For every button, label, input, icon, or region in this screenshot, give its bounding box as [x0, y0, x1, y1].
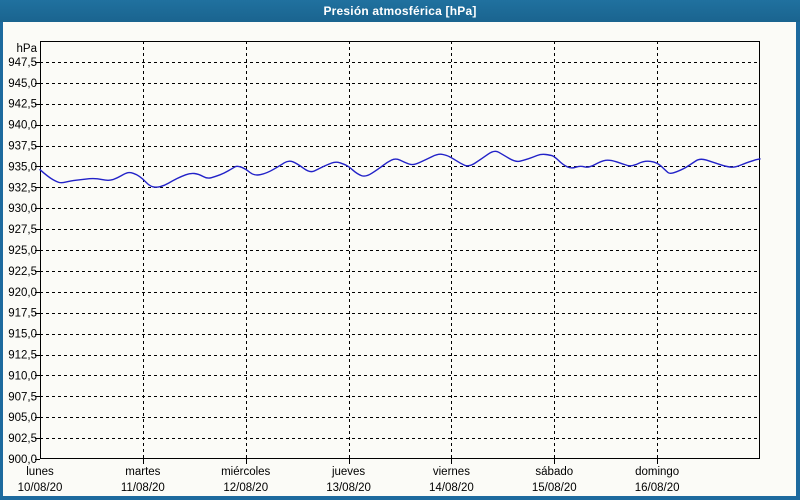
y-tick-label: 945,0: [8, 78, 37, 90]
day-label: miércoles: [221, 466, 270, 478]
day-label: viernes: [433, 466, 470, 478]
y-tick-label: 910,0: [8, 370, 37, 382]
day-label: domingo: [635, 466, 679, 478]
plot-frame: [40, 41, 760, 459]
y-tick-label: 917,5: [8, 308, 37, 320]
y-tick-label: 912,5: [8, 350, 37, 362]
date-label: 10/08/20: [18, 482, 63, 494]
pressure-line: [39, 150, 761, 188]
y-tick-label: 947,5: [8, 57, 37, 69]
y-tick-label: 907,5: [8, 391, 37, 403]
date-label: 11/08/20: [121, 482, 165, 494]
day-label: martes: [125, 466, 160, 478]
y-tick-label: 937,5: [8, 141, 37, 153]
y-tick-label: 942,5: [8, 99, 37, 111]
day-label: lunes: [26, 466, 54, 478]
date-label: 16/08/20: [635, 482, 680, 494]
y-tick-label: 940,0: [8, 120, 37, 132]
y-tick-label: 927,5: [8, 224, 37, 236]
y-tick-label: 922,5: [8, 266, 37, 278]
y-tick-label: 915,0: [8, 329, 37, 341]
y-tick-label: 905,0: [8, 412, 37, 424]
y-tick-label: 925,0: [8, 245, 37, 257]
chart-title: Presión atmosférica [hPa]: [323, 4, 477, 18]
date-label: 14/08/20: [429, 482, 474, 494]
y-tick-label: 900,0: [8, 454, 37, 466]
day-label: jueves: [331, 466, 365, 478]
date-label: 13/08/20: [326, 482, 371, 494]
date-label: 12/08/20: [223, 482, 268, 494]
y-tick-label: 935,0: [8, 161, 37, 173]
y-tick-label: 920,0: [8, 287, 37, 299]
title-bar: Presión atmosférica [hPa]: [0, 0, 800, 22]
day-label: sábado: [535, 466, 573, 478]
y-tick-label: 902,5: [8, 433, 37, 445]
y-tick-label: 932,5: [8, 182, 37, 194]
date-label: 15/08/20: [532, 482, 577, 494]
chart-area: [3, 22, 796, 496]
unit-label: hPa: [17, 43, 38, 55]
y-tick-label: 930,0: [8, 203, 37, 215]
